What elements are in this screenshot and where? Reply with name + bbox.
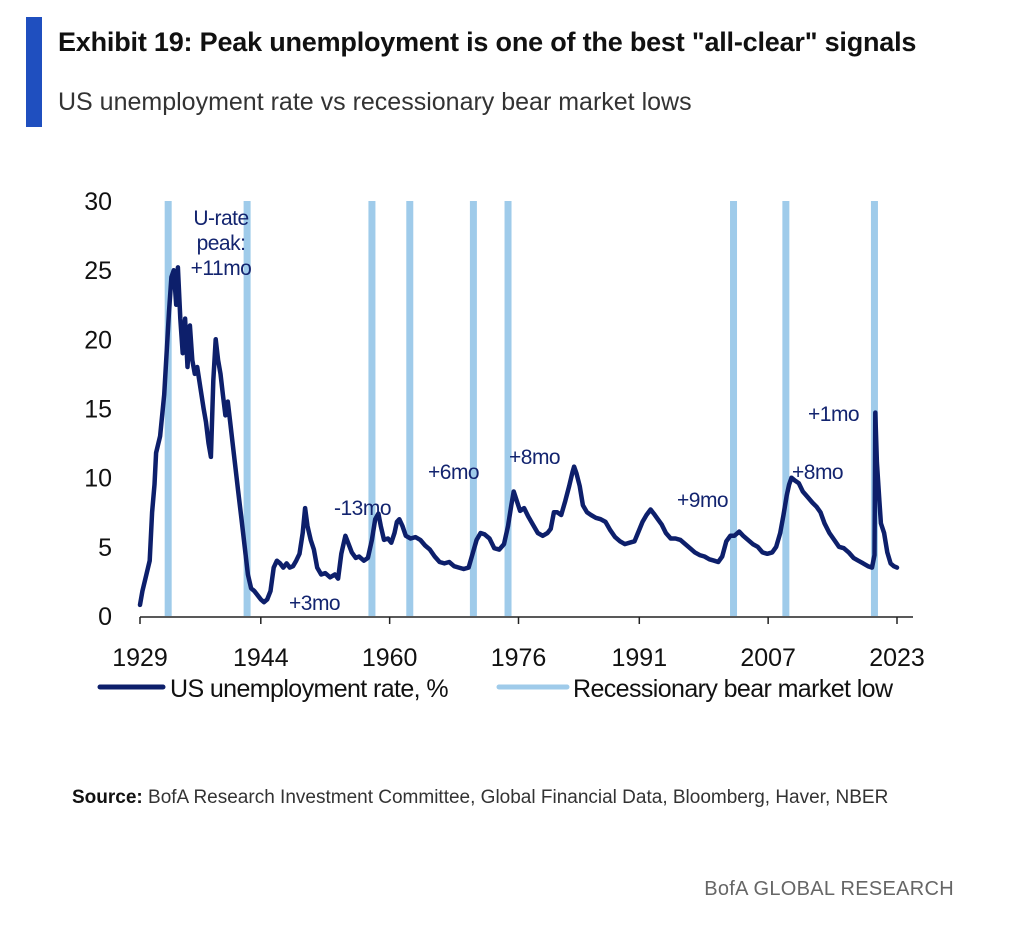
x-axis: 1929 1944 1960 1976 1991 2007 2023 xyxy=(112,616,925,672)
source-text: BofA Research Investment Committee, Glob… xyxy=(148,787,889,808)
annotation-label: -13mo xyxy=(334,497,391,520)
annotation-label: +6mo xyxy=(428,461,479,484)
bear-market-low-band xyxy=(164,201,172,616)
legend-label-unemployment: US unemployment rate, % xyxy=(170,675,448,703)
source-note: Source: BofA Research Investment Committ… xyxy=(72,772,952,824)
y-tick-label: 15 xyxy=(84,396,112,424)
annotation-label: peak: xyxy=(197,232,246,255)
legend-label-bear-market: Recessionary bear market low xyxy=(573,675,894,703)
unemployment-line-layer xyxy=(137,265,900,608)
x-tick-label: 1976 xyxy=(491,644,547,672)
bear-market-low-band xyxy=(730,201,738,616)
unemployment-chart: 0 5 10 15 20 25 30 1929 1944 1960 1976 1991 2007 202… xyxy=(84,188,925,703)
bear-market-low-band xyxy=(368,201,376,616)
y-tick-label: 25 xyxy=(84,257,112,285)
y-axis-ticks: 0 5 10 15 20 25 30 xyxy=(84,188,112,631)
accent-bar xyxy=(26,17,42,127)
x-tick-label: 2023 xyxy=(869,644,925,672)
x-tick-label: 1929 xyxy=(112,644,168,672)
bear-market-low-band xyxy=(504,201,512,616)
annotation-label: U-rate xyxy=(193,207,248,230)
unemployment-rate-line xyxy=(137,265,900,608)
annotation-label: +9mo xyxy=(677,489,728,512)
annotation-label: +3mo xyxy=(289,592,340,615)
y-tick-label: 20 xyxy=(84,326,112,354)
annotation-label: +11mo xyxy=(191,257,252,280)
y-tick-label: 30 xyxy=(84,188,112,216)
chart-legend: US unemployment rate, % Recessionary bear… xyxy=(97,675,895,703)
page-subtitle: US unemployment rate vs recessionary bea… xyxy=(58,88,692,116)
x-tick-label: 1991 xyxy=(611,644,667,672)
y-tick-label: 0 xyxy=(98,603,112,631)
bear-market-bands xyxy=(164,201,878,616)
y-tick-label: 5 xyxy=(98,534,112,562)
bear-market-low-band xyxy=(243,201,251,616)
annotation-label: +8mo xyxy=(509,446,560,469)
x-tick-label: 2007 xyxy=(740,644,796,672)
bear-market-low-band xyxy=(469,201,477,616)
annotation-label: +1mo xyxy=(808,403,859,426)
annotation-label: +8mo xyxy=(792,461,843,484)
bear-market-low-band xyxy=(870,201,878,616)
bear-market-low-band xyxy=(782,201,790,616)
page-title: Exhibit 19: Peak unemployment is one of … xyxy=(58,27,917,57)
branding-footer: BofA GLOBAL RESEARCH xyxy=(704,878,954,900)
x-tick-label: 1960 xyxy=(362,644,418,672)
x-tick-label: 1944 xyxy=(233,644,289,672)
bear-market-low-band xyxy=(406,201,414,616)
y-tick-label: 10 xyxy=(84,465,112,493)
source-label: Source: xyxy=(72,787,143,808)
